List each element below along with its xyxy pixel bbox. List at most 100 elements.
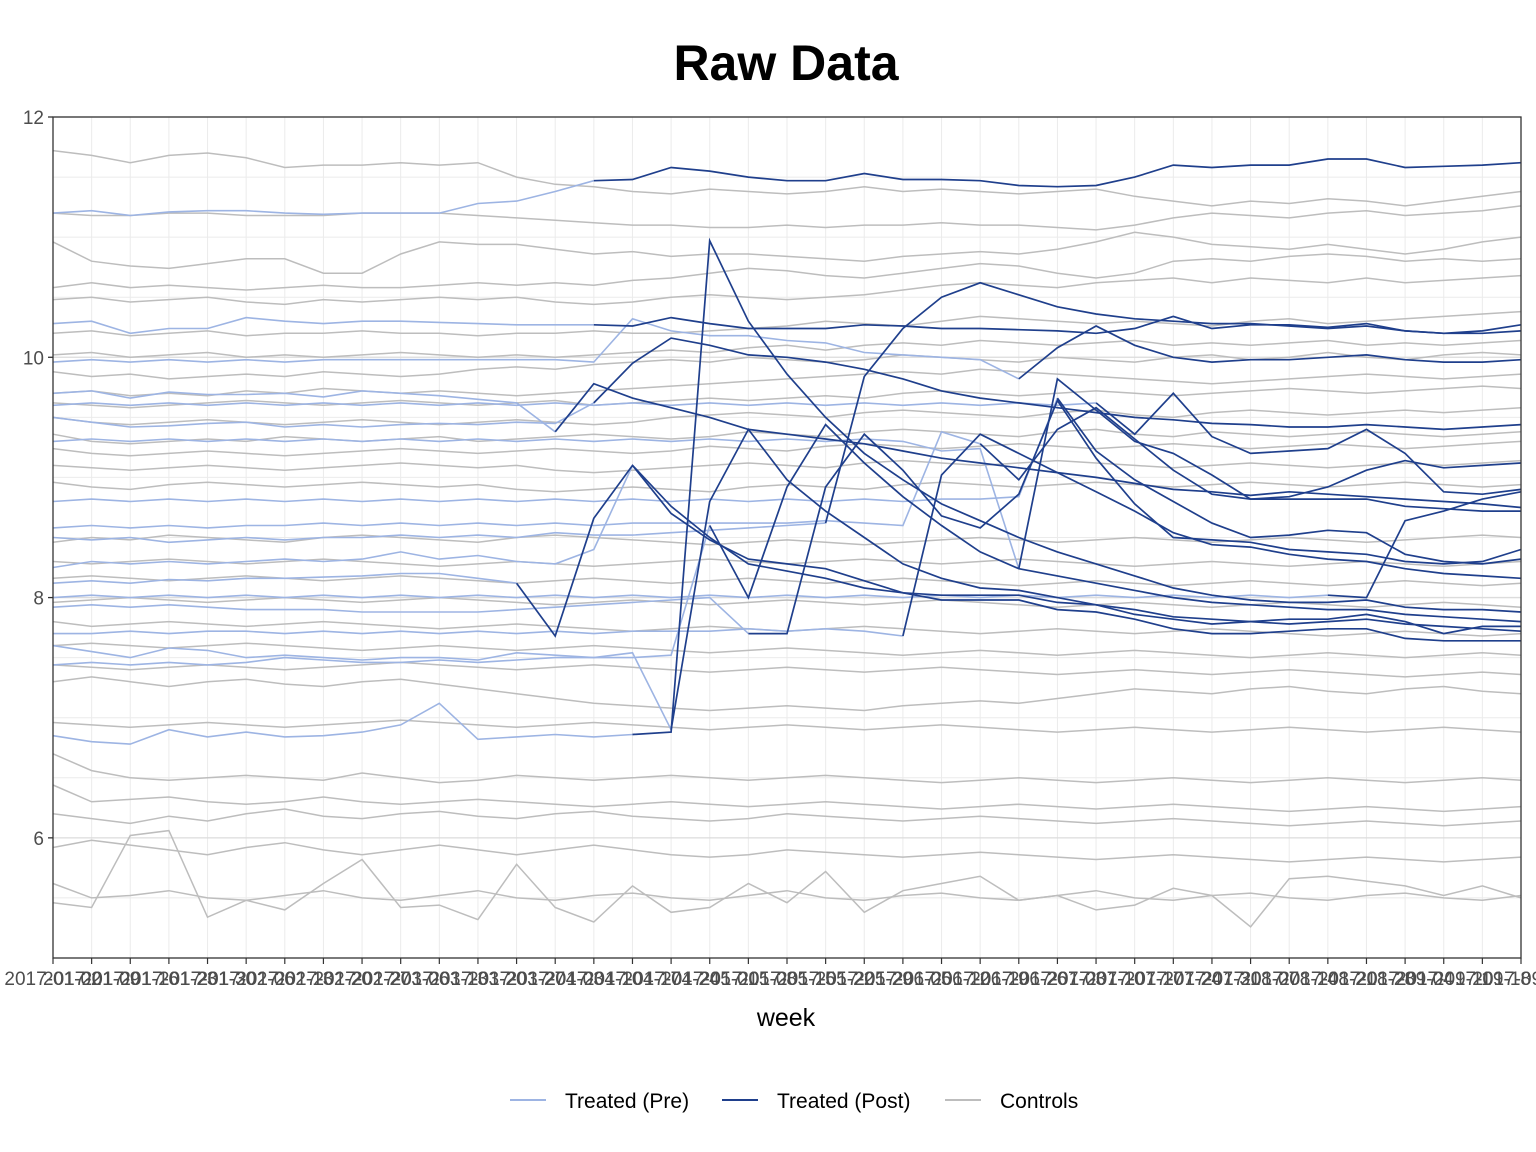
treated-post-line <box>593 158 1522 188</box>
treated-post-line <box>1018 325 1522 380</box>
control-series-line <box>52 719 1522 733</box>
treated-pre-line <box>52 397 1059 503</box>
treated-pre-line <box>52 465 634 569</box>
x-tick-label: 2017-02-06 <box>198 969 295 990</box>
x-tick-label: 2017-06-12 <box>893 969 990 990</box>
control-series-line <box>52 481 1522 493</box>
control-series-line <box>52 575 1522 587</box>
x-tick-label: 2017-07-24 <box>1125 969 1223 990</box>
treated-pre-lines <box>52 179 1328 745</box>
x-tick-label: 2017-03-13 <box>391 969 488 990</box>
legend-label-post: Treated (Post) <box>777 1090 910 1113</box>
treated-pre-line <box>52 402 1097 407</box>
control-series-line <box>52 231 1522 274</box>
x-tick-label: 2017-01-16 <box>82 969 179 990</box>
x-tick-label: 2017-05-08 <box>700 969 797 990</box>
x-tick-label: 2017-01-30 <box>159 969 256 990</box>
treated-pre-line <box>52 596 749 635</box>
x-tick-label: 2017-07-17 <box>1086 969 1183 990</box>
x-tick-label: 2017-04-10 <box>545 969 642 990</box>
treated-post-line <box>515 464 1521 638</box>
x-tick-label: 2017-05-29 <box>816 969 913 990</box>
x-tick-label: 2017-08-28 <box>1318 969 1415 990</box>
y-tick-label: 10 <box>23 348 44 369</box>
treated-pre-line <box>52 390 556 433</box>
axes: 6810122017-01-022017-01-092017-01-162017… <box>4 108 1536 990</box>
x-tick-label: 2017-04-03 <box>507 969 604 990</box>
treated-pre-line <box>52 317 1020 380</box>
x-tick-label: 2017-08-07 <box>1202 969 1299 990</box>
control-series-line <box>52 661 1522 678</box>
treated-post-line <box>824 281 1522 524</box>
x-tick-label: 2017-09-04 <box>1357 969 1455 990</box>
treated-pre-line <box>52 316 594 335</box>
control-series-line <box>52 808 1522 827</box>
treated-pre-line <box>52 438 1020 569</box>
x-tick-label: 2017-09-25 <box>1472 969 1536 990</box>
control-series-line <box>52 534 1522 546</box>
x-tick-label: 2017-07-31 <box>1163 969 1260 990</box>
treated-post-line <box>1056 397 1522 565</box>
control-series-line <box>52 459 1522 474</box>
treated-pre-line <box>52 594 1328 599</box>
legend-label-ctrl: Controls <box>1000 1090 1078 1113</box>
control-series-line <box>52 205 1522 231</box>
y-tick-label: 12 <box>23 108 44 129</box>
x-tick-label: 2017-06-26 <box>970 969 1067 990</box>
legend: Treated (Pre) Treated (Post) Controls <box>510 1090 1078 1113</box>
x-tick-label: 2017-06-19 <box>932 969 1029 990</box>
x-tick-label: 2017-08-14 <box>1241 969 1339 990</box>
x-tick-label: 2017-05-15 <box>738 969 835 990</box>
treated-pre-line <box>53 627 903 637</box>
x-tick-label: 2017-07-10 <box>1047 969 1144 990</box>
control-series-line <box>52 440 1522 457</box>
treated-pre-line <box>52 572 517 585</box>
control-series-line <box>52 676 1522 712</box>
treated-post-line <box>748 398 1522 635</box>
treated-pre-line <box>52 402 595 428</box>
treated-post-line <box>902 433 1522 637</box>
x-axis-title: week <box>756 1004 816 1032</box>
x-tick-label: 2017-03-06 <box>352 969 449 990</box>
treated-post-line <box>593 315 1522 335</box>
treated-pre-line <box>52 702 633 745</box>
x-tick-label: 2017-05-22 <box>777 969 874 990</box>
x-tick-label: 2017-03-27 <box>468 969 565 990</box>
x-tick-label: 2017-01-23 <box>120 969 217 990</box>
x-tick-label: 2017-01-02 <box>4 969 101 990</box>
x-tick-label: 2017-03-20 <box>429 969 526 990</box>
treated-post-line <box>1095 392 1522 496</box>
control-series-line <box>52 339 1522 359</box>
legend-label-pre: Treated (Pre) <box>565 1090 689 1113</box>
control-series-line <box>52 149 1522 207</box>
treated-pre-line <box>52 525 711 666</box>
treated-pre-line <box>52 644 672 731</box>
treated-pre-line <box>52 179 595 217</box>
control-series-line <box>52 351 1522 380</box>
control-series-line <box>52 753 1522 784</box>
x-tick-label: 2017-05-01 <box>661 969 758 990</box>
control-series-line <box>52 406 1522 426</box>
x-tick-label: 2017-07-03 <box>1009 969 1106 990</box>
x-tick-label: 2017-08-21 <box>1279 969 1376 990</box>
control-series-line <box>52 882 1522 902</box>
control-series-line <box>52 784 1522 813</box>
x-tick-label: 2017-09-11 <box>1396 969 1492 990</box>
treated-post-line <box>1327 490 1522 599</box>
treated-post-line <box>670 427 1522 730</box>
chart-title: Raw Data <box>673 35 899 91</box>
control-series-line <box>52 642 1522 659</box>
treated-post-line <box>1017 377 1522 569</box>
y-tick-label: 8 <box>33 589 44 610</box>
treated-post-line <box>632 237 1522 736</box>
control-series-line <box>52 253 1522 291</box>
treated-post-line <box>631 464 1521 642</box>
x-tick-label: 2017-01-09 <box>43 969 140 990</box>
control-series-line <box>52 839 1522 863</box>
y-tick-label: 6 <box>33 829 44 850</box>
control-series-line <box>52 368 1522 397</box>
x-tick-label: 2017-06-05 <box>854 969 951 990</box>
control-series-line <box>52 596 1522 608</box>
control-series-line <box>52 274 1522 306</box>
x-tick-label: 2017-09-18 <box>1434 969 1531 990</box>
